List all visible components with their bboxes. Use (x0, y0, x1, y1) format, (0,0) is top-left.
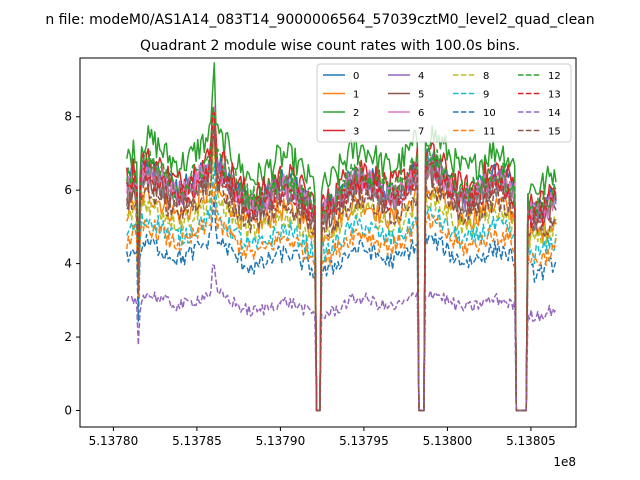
legend-label-2: 2 (353, 108, 359, 119)
x-axis: 5.13780 5.13785 5.13790 5.13795 5.13800 5.138… (89, 427, 556, 448)
x-tick-label: 5.13785 (172, 434, 222, 448)
legend-label-11: 11 (483, 127, 496, 138)
series-line-13 (126, 111, 557, 412)
legend-label-3: 3 (353, 127, 359, 138)
series-line-11 (126, 181, 557, 412)
legend-label-8: 8 (483, 71, 489, 82)
legend-label-1: 1 (353, 90, 359, 101)
x-tick-label: 5.13800 (423, 434, 473, 448)
series-line-14 (126, 264, 557, 412)
x-tick-label: 5.13790 (256, 434, 306, 448)
legend-label-5: 5 (418, 90, 424, 101)
x-tick-label: 5.13780 (89, 434, 139, 448)
y-tick-label: 6 (64, 183, 72, 197)
x-tick-label: 5.13805 (506, 434, 556, 448)
x-offset-label: 1e8 (553, 455, 576, 469)
legend-label-6: 6 (418, 108, 424, 119)
legend-label-13: 13 (548, 90, 561, 101)
y-tick-label: 4 (64, 257, 72, 271)
legend-label-10: 10 (483, 108, 496, 119)
x-tick-label: 5.13795 (339, 434, 389, 448)
legend-label-4: 4 (418, 71, 424, 82)
y-axis: 0 2 4 6 8 (64, 110, 80, 417)
legend-label-9: 9 (483, 90, 489, 101)
chart-title: Quadrant 2 module wise count rates with … (140, 38, 520, 54)
series-line-15 (126, 127, 557, 412)
series-layer (126, 62, 557, 412)
legend-label-7: 7 (418, 127, 424, 138)
series-line-12 (126, 105, 557, 412)
legend-label-15: 15 (548, 127, 561, 138)
plot-area-frame (79, 57, 577, 428)
legend-label-0: 0 (353, 71, 359, 82)
legend-label-14: 14 (548, 108, 561, 119)
series-line-10 (126, 195, 557, 412)
legend-box (316, 63, 572, 143)
y-tick-label: 8 (64, 110, 72, 124)
series-line-8 (126, 146, 557, 412)
chart-suptitle: n file: modeM0/AS1A14_083T14_9000006564_… (45, 12, 594, 28)
y-tick-label: 2 (64, 330, 72, 344)
series-line-2 (126, 62, 557, 412)
y-tick-label: 0 (64, 403, 72, 417)
legend-label-12: 12 (548, 71, 561, 82)
